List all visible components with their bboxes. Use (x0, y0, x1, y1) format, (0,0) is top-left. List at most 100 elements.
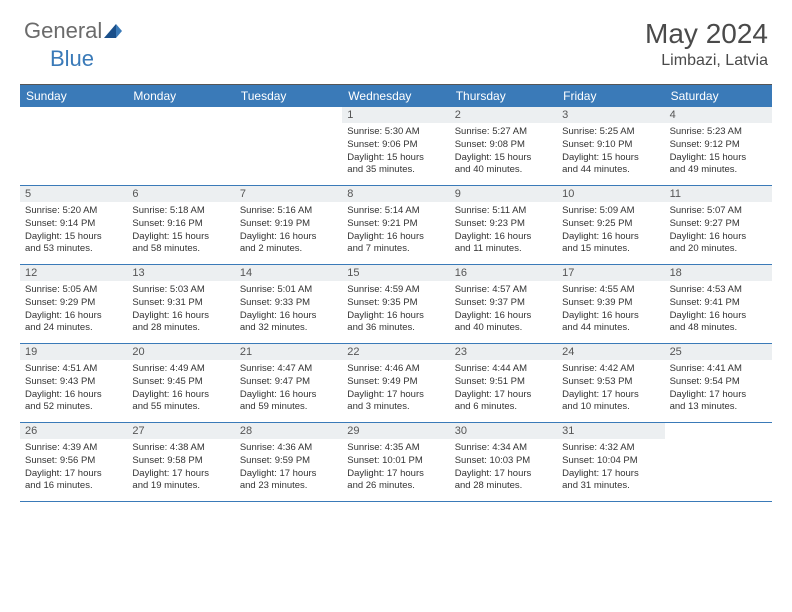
day-sunrise: Sunrise: 4:47 AM (240, 363, 337, 376)
day-number: 2 (450, 107, 557, 123)
day-daylight2: and 3 minutes. (347, 401, 444, 414)
day-number: 7 (235, 186, 342, 202)
day-daylight1: Daylight: 17 hours (132, 468, 229, 481)
day-sunset: Sunset: 9:53 PM (562, 376, 659, 389)
day-daylight2: and 26 minutes. (347, 480, 444, 493)
day-daylight2: and 35 minutes. (347, 164, 444, 177)
day-cell: 21Sunrise: 4:47 AMSunset: 9:47 PMDayligh… (235, 344, 342, 422)
day-daylight2: and 48 minutes. (670, 322, 767, 335)
day-daylight1: Daylight: 16 hours (347, 310, 444, 323)
location: Limbazi, Latvia (645, 52, 768, 70)
day-number: 18 (665, 265, 772, 281)
day-sunrise: Sunrise: 4:44 AM (455, 363, 552, 376)
week-row: 5Sunrise: 5:20 AMSunset: 9:14 PMDaylight… (20, 186, 772, 265)
day-sunrise: Sunrise: 4:57 AM (455, 284, 552, 297)
day-sunrise: Sunrise: 4:51 AM (25, 363, 122, 376)
day-sunrise: Sunrise: 5:25 AM (562, 126, 659, 139)
day-daylight2: and 11 minutes. (455, 243, 552, 256)
day-daylight2: and 36 minutes. (347, 322, 444, 335)
day-number: 24 (557, 344, 664, 360)
day-cell: 26Sunrise: 4:39 AMSunset: 9:56 PMDayligh… (20, 423, 127, 501)
day-daylight1: Daylight: 17 hours (347, 468, 444, 481)
logo-text-general: General (24, 18, 102, 44)
day-daylight1: Daylight: 16 hours (562, 231, 659, 244)
day-sunset: Sunset: 9:27 PM (670, 218, 767, 231)
day-cell: 2Sunrise: 5:27 AMSunset: 9:08 PMDaylight… (450, 107, 557, 185)
day-number: 19 (20, 344, 127, 360)
day-number: 6 (127, 186, 234, 202)
day-daylight2: and 19 minutes. (132, 480, 229, 493)
day-daylight1: Daylight: 17 hours (240, 468, 337, 481)
day-cell: 7 Sunrise: 5:16 AMSunset: 9:19 PMDaylight… (235, 186, 342, 264)
week-row: 12Sunrise: 5:05 AMSunset: 9:29 PMDayligh… (20, 265, 772, 344)
day-daylight2: and 24 minutes. (25, 322, 122, 335)
day-daylight1: Daylight: 17 hours (455, 389, 552, 402)
day-sunrise: Sunrise: 5:16 AM (240, 205, 337, 218)
day-sunset: Sunset: 9:12 PM (670, 139, 767, 152)
day-sunset: Sunset: 9:29 PM (25, 297, 122, 310)
day-sunrise: Sunrise: 5:20 AM (25, 205, 122, 218)
day-cell: 29Sunrise: 4:35 AMSunset: 10:01 PMDaylig… (342, 423, 449, 501)
day-sunset: Sunset: 9:10 PM (562, 139, 659, 152)
day-cell: 25Sunrise: 4:41 AMSunset: 9:54 PMDayligh… (665, 344, 772, 422)
day-sunset: Sunset: 9:58 PM (132, 455, 229, 468)
day-sunset: Sunset: 9:14 PM (25, 218, 122, 231)
day-sunrise: Sunrise: 5:30 AM (347, 126, 444, 139)
day-header-row: SundayMondayTuesdayWednesdayThursdayFrid… (20, 85, 772, 107)
day-sunset: Sunset: 9:31 PM (132, 297, 229, 310)
day-daylight1: Daylight: 16 hours (455, 231, 552, 244)
day-daylight1: Daylight: 15 hours (455, 152, 552, 165)
day-daylight1: Daylight: 17 hours (455, 468, 552, 481)
day-header: Sunday (20, 85, 127, 107)
day-sunrise: Sunrise: 4:36 AM (240, 442, 337, 455)
day-daylight1: Daylight: 17 hours (670, 389, 767, 402)
day-cell: 8Sunrise: 5:14 AMSunset: 9:21 PMDaylight… (342, 186, 449, 264)
day-daylight1: Daylight: 16 hours (240, 310, 337, 323)
day-sunrise: Sunrise: 5:18 AM (132, 205, 229, 218)
day-sunset: Sunset: 9:39 PM (562, 297, 659, 310)
day-sunrise: Sunrise: 4:35 AM (347, 442, 444, 455)
day-cell: 13Sunrise: 5:03 AMSunset: 9:31 PMDayligh… (127, 265, 234, 343)
day-daylight2: and 10 minutes. (562, 401, 659, 414)
day-sunrise: Sunrise: 4:49 AM (132, 363, 229, 376)
day-daylight2: and 58 minutes. (132, 243, 229, 256)
day-daylight2: and 6 minutes. (455, 401, 552, 414)
day-sunrise: Sunrise: 4:38 AM (132, 442, 229, 455)
day-daylight1: Daylight: 16 hours (25, 310, 122, 323)
day-sunset: Sunset: 9:33 PM (240, 297, 337, 310)
day-cell: 3Sunrise: 5:25 AMSunset: 9:10 PMDaylight… (557, 107, 664, 185)
day-daylight2: and 7 minutes. (347, 243, 444, 256)
day-cell (235, 107, 342, 185)
day-daylight2: and 32 minutes. (240, 322, 337, 335)
day-sunrise: Sunrise: 4:46 AM (347, 363, 444, 376)
day-number: 30 (450, 423, 557, 439)
day-cell (665, 423, 772, 501)
day-sunset: Sunset: 9:06 PM (347, 139, 444, 152)
day-daylight1: Daylight: 16 hours (455, 310, 552, 323)
day-sunset: Sunset: 10:01 PM (347, 455, 444, 468)
day-cell: 1Sunrise: 5:30 AMSunset: 9:06 PMDaylight… (342, 107, 449, 185)
day-number: 16 (450, 265, 557, 281)
day-sunset: Sunset: 9:23 PM (455, 218, 552, 231)
day-daylight1: Daylight: 16 hours (240, 231, 337, 244)
day-number: 26 (20, 423, 127, 439)
day-number: 28 (235, 423, 342, 439)
day-number: 5 (20, 186, 127, 202)
day-sunrise: Sunrise: 5:11 AM (455, 205, 552, 218)
day-header: Saturday (665, 85, 772, 107)
day-sunset: Sunset: 9:19 PM (240, 218, 337, 231)
day-cell: 20Sunrise: 4:49 AMSunset: 9:45 PMDayligh… (127, 344, 234, 422)
day-daylight1: Daylight: 15 hours (25, 231, 122, 244)
day-sunset: Sunset: 9:54 PM (670, 376, 767, 389)
day-cell: 22Sunrise: 4:46 AMSunset: 9:49 PMDayligh… (342, 344, 449, 422)
day-sunrise: Sunrise: 4:32 AM (562, 442, 659, 455)
day-cell: 10Sunrise: 5:09 AMSunset: 9:25 PMDayligh… (557, 186, 664, 264)
day-number: 31 (557, 423, 664, 439)
logo-triangle-icon (104, 24, 122, 38)
day-cell: 23Sunrise: 4:44 AMSunset: 9:51 PMDayligh… (450, 344, 557, 422)
logo-blue-text-row: Blue (24, 46, 94, 72)
day-daylight2: and 59 minutes. (240, 401, 337, 414)
day-daylight2: and 15 minutes. (562, 243, 659, 256)
day-cell: 5 Sunrise: 5:20 AMSunset: 9:14 PMDaylight… (20, 186, 127, 264)
day-daylight1: Daylight: 17 hours (25, 468, 122, 481)
